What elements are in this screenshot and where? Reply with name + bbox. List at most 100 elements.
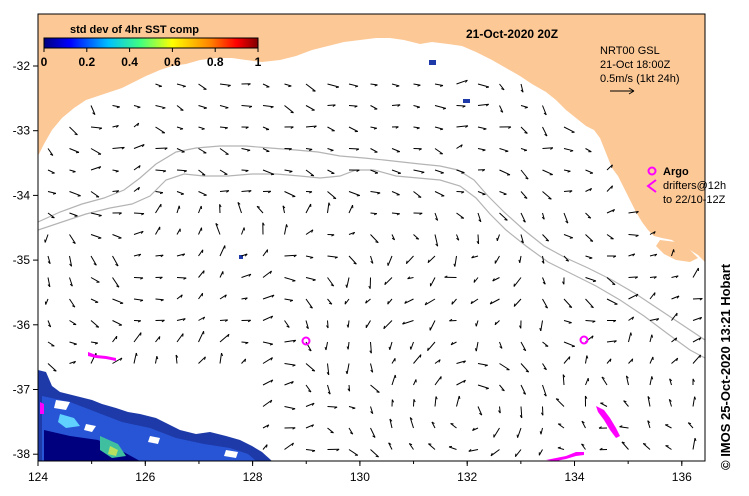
current-arrow xyxy=(112,298,124,304)
current-arrow xyxy=(649,318,660,321)
current-arrow xyxy=(387,298,393,305)
current-arrow xyxy=(391,148,400,153)
current-arrow xyxy=(305,363,316,372)
argo-float-marker[interactable] xyxy=(579,335,589,345)
current-arrow xyxy=(520,212,526,223)
current-arrow xyxy=(133,298,144,302)
current-arrow xyxy=(477,126,487,131)
current-arrow xyxy=(133,352,138,364)
current-arrow xyxy=(176,126,184,130)
current-arrow xyxy=(607,255,617,258)
argo-float-marker[interactable] xyxy=(301,336,311,346)
colorbar-tick-label: 0 xyxy=(41,55,48,69)
current-arrow xyxy=(606,340,617,343)
current-arrow xyxy=(262,190,272,194)
y-tick-label: -32 xyxy=(13,59,31,73)
current-arrow xyxy=(519,406,523,419)
current-arrow xyxy=(176,169,187,173)
current-arrow xyxy=(284,277,296,282)
current-arrow xyxy=(112,169,119,173)
current-arrow xyxy=(348,105,358,108)
current-arrow xyxy=(581,420,586,429)
current-arrow xyxy=(198,191,207,196)
current-arrow xyxy=(520,363,530,373)
y-axis: -32 -33 -34 -35 -36 -37 -38 xyxy=(13,59,38,461)
current-arrow xyxy=(305,320,309,330)
current-arrow xyxy=(563,190,573,193)
current-arrow xyxy=(649,376,654,386)
current-arrow xyxy=(324,341,328,351)
current-arrow xyxy=(665,424,672,429)
current-arrow xyxy=(668,399,672,407)
current-arrow xyxy=(219,271,224,278)
current-arrow xyxy=(133,212,145,216)
current-arrow xyxy=(606,358,612,364)
sst-speck xyxy=(239,255,243,259)
current-arrow xyxy=(284,224,288,235)
current-arrow xyxy=(413,169,425,174)
current-arrow xyxy=(692,354,701,364)
current-arrow xyxy=(44,234,49,243)
current-arrow xyxy=(133,122,140,128)
current-arrow xyxy=(305,191,313,194)
current-arrow xyxy=(69,169,76,173)
current-arrow xyxy=(429,320,436,331)
current-arrow xyxy=(671,337,678,343)
current-arrow xyxy=(305,277,316,282)
current-arrow xyxy=(370,212,378,216)
current-arrow xyxy=(563,255,570,262)
current-arrow xyxy=(47,320,52,328)
current-arrow xyxy=(284,427,296,430)
current-arrow xyxy=(434,148,443,155)
current-arrow xyxy=(284,381,294,386)
current-arrow xyxy=(434,83,444,87)
colorbar-label: std dev of 4hr SST comp xyxy=(70,24,199,36)
y-tick-label: -38 xyxy=(13,447,31,461)
current-arrow xyxy=(112,190,120,193)
current-arrow xyxy=(133,253,142,257)
current-arrow xyxy=(262,222,265,235)
current-arrow xyxy=(133,186,140,192)
current-arrow xyxy=(649,292,656,300)
current-arrow xyxy=(498,406,501,414)
current-arrow xyxy=(520,126,528,134)
current-arrow xyxy=(494,320,500,326)
legend-time: 21-Oct 18:00Z xyxy=(600,59,671,71)
current-arrow xyxy=(434,396,438,407)
current-arrow xyxy=(219,169,228,175)
current-arrow xyxy=(456,144,463,149)
current-arrow xyxy=(69,360,76,365)
current-arrow xyxy=(642,443,651,450)
current-arrow xyxy=(348,148,360,151)
current-arrow xyxy=(370,126,377,130)
current-arrow xyxy=(133,332,142,343)
current-arrow xyxy=(348,204,354,214)
current-arrow xyxy=(112,212,122,215)
current-arrow xyxy=(514,449,522,458)
current-arrow xyxy=(519,320,522,329)
current-arrow xyxy=(387,255,393,266)
current-arrow xyxy=(649,356,654,364)
current-arrow xyxy=(69,320,77,326)
current-arrow xyxy=(621,441,629,450)
current-arrow xyxy=(470,298,479,305)
current-arrow xyxy=(155,83,162,88)
current-arrow xyxy=(112,255,119,267)
current-arrow xyxy=(424,298,436,306)
current-arrow xyxy=(431,421,436,429)
current-arrow xyxy=(391,191,400,196)
current-arrow xyxy=(542,191,552,200)
current-arrow xyxy=(133,277,144,280)
current-arrow xyxy=(585,378,590,386)
current-arrow xyxy=(427,341,436,352)
current-arrow xyxy=(456,125,469,128)
legend-product: NRT00 GSL xyxy=(600,45,660,57)
current-arrow xyxy=(112,125,119,128)
current-arrow xyxy=(155,336,161,343)
current-arrow xyxy=(391,104,401,107)
current-arrow xyxy=(499,126,512,129)
current-arrow xyxy=(241,148,251,152)
current-arrow xyxy=(284,83,292,88)
sst-speck xyxy=(429,60,436,65)
current-arrow xyxy=(496,234,500,241)
